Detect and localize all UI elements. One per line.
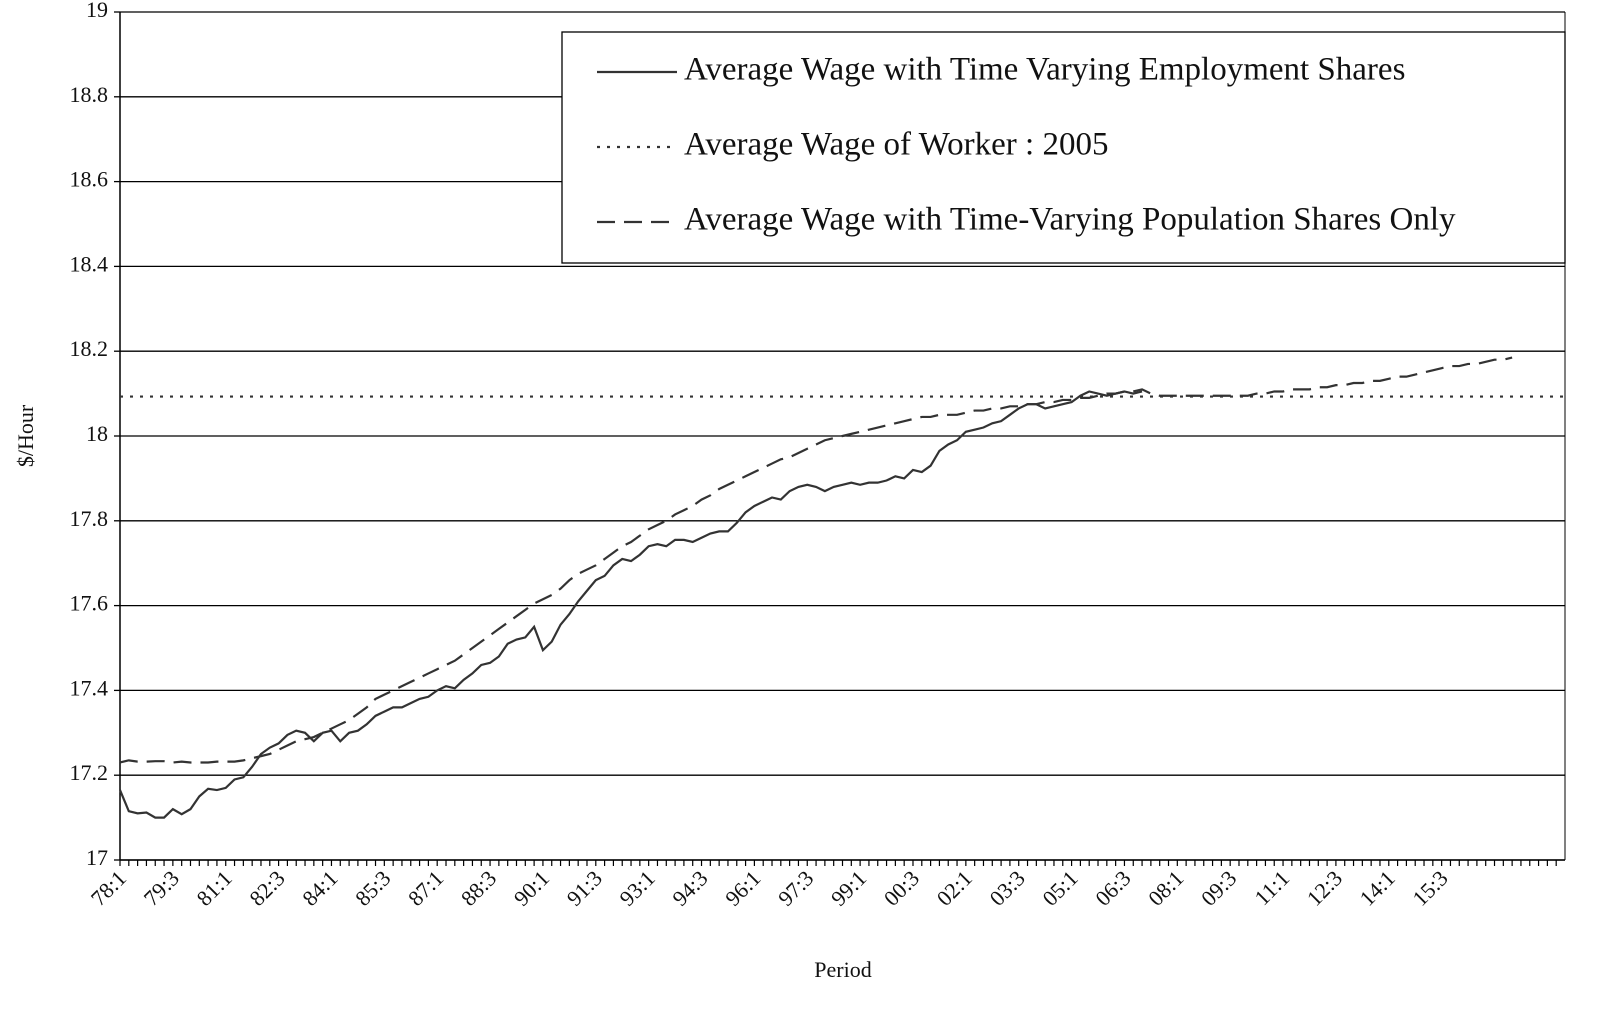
x-tick-label: 81:1 [191, 865, 236, 910]
y-tick-label: 18.2 [70, 336, 109, 361]
y-axis-title: $/Hour [13, 404, 38, 467]
y-tick-label: 17 [86, 845, 108, 870]
x-tick-label: 87:1 [403, 865, 448, 910]
x-tick-label: 11:1 [1249, 865, 1294, 910]
x-tick-label: 78:1 [86, 865, 131, 910]
x-tick-label: 97:3 [773, 865, 818, 910]
x-tick-label: 00:3 [879, 865, 924, 910]
x-tick-label: 90:1 [509, 865, 554, 910]
legend: Average Wage with Time Varying Employmen… [561, 31, 1566, 264]
x-tick-label: 03:3 [984, 865, 1029, 910]
y-tick-label: 18.6 [70, 167, 109, 192]
series-line [119, 356, 1513, 764]
x-tick-label: 91:3 [562, 865, 607, 910]
x-tick-label: 94:3 [667, 865, 712, 910]
y-tick-label: 17.6 [70, 591, 109, 616]
legend-box [561, 31, 1566, 264]
x-tick-label: 05:1 [1037, 865, 1082, 910]
y-tick-label: 19 [86, 0, 108, 22]
x-tick-label: 85:3 [350, 865, 395, 910]
legend-label: Average Wage with Time Varying Employmen… [684, 52, 1405, 88]
y-tick-label: 17.2 [70, 760, 109, 785]
x-tick-label: 02:1 [932, 865, 977, 910]
y-tick-label: 18.8 [70, 82, 109, 107]
x-tick-label: 06:3 [1090, 865, 1135, 910]
y-tick-label: 17.8 [70, 506, 109, 531]
x-tick-label: 14:1 [1355, 865, 1400, 910]
series-line [118, 390, 1143, 819]
x-tick-label: 08:1 [1143, 865, 1188, 910]
x-axis-title: Period [814, 957, 871, 982]
y-tick-label: 18.4 [70, 251, 109, 276]
legend-label: Average Wage with Time-Varying Populatio… [684, 202, 1456, 238]
x-tick-label: 79:3 [139, 865, 184, 910]
x-tick-label: 96:1 [720, 865, 765, 910]
x-tick-label: 09:3 [1196, 865, 1241, 910]
x-tick-label: 84:1 [297, 865, 342, 910]
y-tick-label: 18 [86, 421, 108, 446]
x-tick-label: 82:3 [244, 865, 289, 910]
y-tick-label: 17.4 [70, 675, 109, 700]
legend-label: Average Wage of Worker : 2005 [684, 127, 1108, 163]
x-tick-label: 12:3 [1302, 865, 1347, 910]
x-tick-label: 88:3 [456, 865, 501, 910]
x-tick-label: 93:1 [614, 865, 659, 910]
x-tick-label: 99:1 [826, 865, 871, 910]
x-tick-label: 15:3 [1407, 865, 1452, 910]
